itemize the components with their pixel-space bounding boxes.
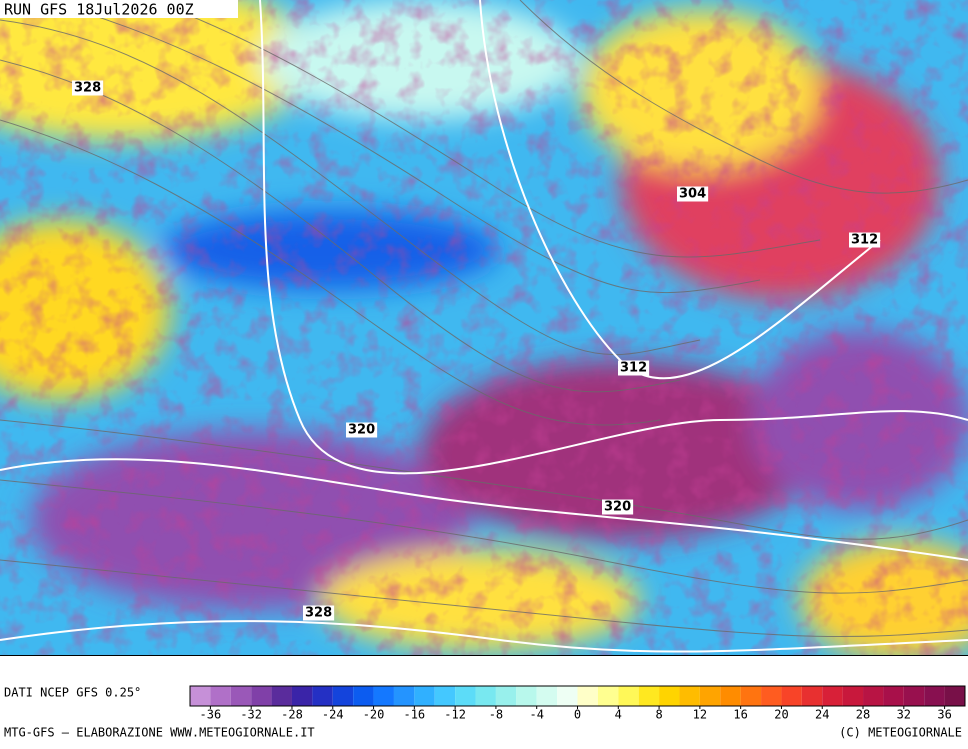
colorbar-box — [679, 686, 700, 706]
run-box — [0, 0, 238, 18]
credit-right: (C) METEOGIORNALE — [839, 726, 962, 740]
colorbar-box — [516, 686, 537, 706]
colorbar-box — [373, 686, 394, 706]
colorbar-box — [251, 686, 272, 706]
colorbar-tick-label: 32 — [897, 708, 911, 722]
colorbar-box — [557, 686, 578, 706]
contour-label-bg — [602, 499, 634, 515]
colorbar-box — [271, 686, 292, 706]
colorbar-tick-label: -24 — [322, 708, 344, 722]
colorbar-box — [903, 686, 925, 706]
colorbar-box — [291, 686, 313, 706]
colorbar-tick-label: 24 — [815, 708, 829, 722]
contour-label: 312 — [851, 233, 878, 248]
colorbar-tick-label: -8 — [489, 708, 503, 722]
colorbar-box — [190, 686, 211, 706]
colorbar-box — [332, 686, 354, 706]
colorbar-box — [781, 686, 802, 706]
colorbar-tick-label: -4 — [529, 708, 543, 722]
colorbar-box — [536, 686, 558, 706]
run-label: RUN GFS 18Jul2026 00Z — [4, 1, 194, 19]
colorbar-tick-label: 36 — [937, 708, 951, 722]
colorbar-box — [230, 686, 252, 706]
colorbar-tick-label: -20 — [363, 708, 385, 722]
colorbar-tick-label: -16 — [403, 708, 425, 722]
contour-label-bg — [618, 360, 650, 376]
colorbar-box — [414, 686, 435, 706]
colorbar-tick-label: -32 — [240, 708, 262, 722]
colorbar-box — [577, 686, 598, 706]
colorbar-tick-label: 28 — [856, 708, 870, 722]
colorbar-box — [618, 686, 639, 706]
colorbar-box — [822, 686, 843, 706]
colorbar-tick-label: 20 — [774, 708, 788, 722]
contour-label-bg — [677, 186, 709, 202]
colorbar-box — [393, 686, 415, 706]
contour-label: 304 — [679, 187, 706, 202]
colorbar: -36 -32 -28 -24 -20 -16 -12 -8 -4 0 4 8 12 16 20 24 28 32… — [189, 685, 966, 722]
contour-label-bg — [72, 80, 104, 96]
colorbar-box — [883, 686, 904, 706]
colorbar-box — [801, 686, 823, 706]
contour-label: 320 — [604, 500, 631, 515]
contour-label: 328 — [74, 81, 101, 96]
map-area: 328 304 312 312 320 320 328 RUN GFS 18Ju… — [0, 0, 968, 679]
colorbar-tick-label: 0 — [574, 708, 581, 722]
colorbar-tick-label: -28 — [281, 708, 303, 722]
colorbar-box — [353, 686, 374, 706]
map-title: VVEL + GPT + WIND Z700 Val. 12Z21JUL2026 — [4, 657, 462, 679]
colorbar-box — [597, 686, 619, 706]
height-contours — [0, 0, 968, 653]
colorbar-box — [434, 686, 456, 706]
colorbar-box — [842, 686, 864, 706]
source-label: DATI NCEP GFS 0.25° — [4, 686, 141, 700]
colorbar-box — [699, 686, 721, 706]
colorbar-tick-label: 4 — [615, 708, 622, 722]
colorbar-box — [740, 686, 762, 706]
contour-label: 312 — [620, 361, 647, 376]
colorbar-box — [720, 686, 741, 706]
colorbar-box — [761, 686, 782, 706]
colorbar-box — [638, 686, 660, 706]
colorbar-box — [863, 686, 884, 706]
colorbar-box — [944, 686, 965, 706]
contour-label-bg — [346, 422, 378, 438]
colorbar-tick-label: 12 — [693, 708, 707, 722]
colorbar-tick-label: 16 — [733, 708, 747, 722]
colorbar-box — [455, 686, 476, 706]
contour-label: 320 — [348, 423, 375, 438]
separator — [0, 655, 968, 656]
colorbar-box — [659, 686, 680, 706]
credit-left: MTG-GFS – ELABORAZIONE WWW.METEOGIORNALE… — [4, 726, 315, 740]
contour-label-bg — [303, 605, 335, 621]
contour-label: 328 — [305, 606, 332, 621]
colorbar-box — [475, 686, 496, 706]
colorbar-tick-label: -12 — [444, 708, 466, 722]
colorbar-tick-label: -36 — [200, 708, 222, 722]
colorbar-tick-label: 8 — [655, 708, 662, 722]
colorbar-box — [210, 686, 231, 706]
wind-streamlines — [0, 0, 968, 638]
contour-label-bg — [849, 232, 881, 248]
colorbar-box — [312, 686, 333, 706]
colorbar-box — [924, 686, 945, 706]
colorbar-box — [495, 686, 517, 706]
